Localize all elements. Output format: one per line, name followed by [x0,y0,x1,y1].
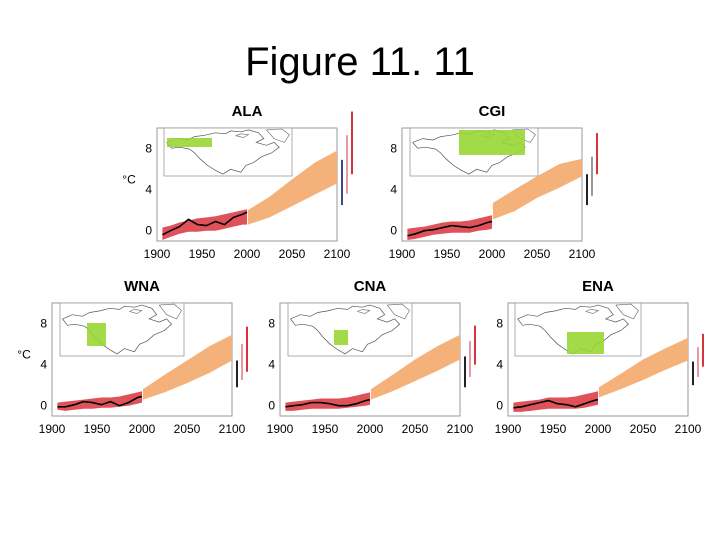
projection-band [492,158,582,220]
x-tick-label: 1950 [434,247,461,261]
projection-band [598,337,688,398]
region-box [87,323,106,346]
region-box [167,138,212,147]
observed-band [407,215,492,240]
y-tick-label: 4 [40,358,47,372]
y-tick-label: 0 [390,224,397,238]
x-tick-label: 1900 [495,422,522,436]
projection-band [142,334,232,400]
observed-line [285,398,371,408]
panel-title: ALA [232,103,263,120]
observed-line [162,211,248,236]
x-tick-label: 2050 [524,247,551,261]
x-tick-label: 2100 [324,247,351,261]
region-box [334,330,348,345]
coastline-0 [166,129,280,175]
coastline-3 [290,304,401,355]
chart-panel-ala: 0 4 8 1900 1950 2000 2050 2100 ALA °C [122,103,353,261]
y-axis-label: °C [122,172,136,186]
x-tick-label: 2000 [357,422,384,436]
y-axis-label: °C [17,347,31,361]
x-tick-label: 1950 [189,247,216,261]
island-3 [357,309,371,314]
x-tick-label: 1900 [267,422,294,436]
greenland-2 [158,303,182,320]
x-tick-label: 1950 [84,422,111,436]
x-tick-label: 1950 [540,422,567,436]
island-4 [585,309,600,314]
x-tick-label: 1900 [144,247,171,261]
y-tick-label: 8 [145,142,152,156]
x-tick-label: 2000 [585,422,612,436]
x-tick-label: 2050 [174,422,201,436]
x-tick-label: 1900 [389,247,416,261]
region-box [567,332,604,354]
y-tick-label: 0 [268,399,275,413]
greenland-4 [615,303,639,320]
x-tick-label: 2100 [447,422,474,436]
x-tick-label: 2100 [675,422,702,436]
projection-band [247,150,337,225]
greenland-3 [386,303,410,320]
x-tick-label: 1950 [312,422,339,436]
island-2 [129,309,143,314]
y-tick-label: 0 [145,224,152,238]
greenland-0 [266,128,290,143]
chart-panel-cgi: 0 4 8 1900 1950 2000 2050 2100 CGI [389,103,598,261]
y-tick-label: 4 [268,358,275,372]
observed-line [407,220,493,237]
y-tick-label: 4 [390,183,397,197]
observed-line [57,395,143,408]
panel-title: WNA [124,278,160,295]
observed-band [285,392,370,411]
inset-map-0 [163,127,293,177]
x-tick-label: 2050 [279,247,306,261]
observed-band [513,391,598,412]
y-tick-label: 4 [496,358,503,372]
inset-map-2 [59,302,185,357]
island-0 [235,133,250,138]
y-tick-label: 8 [268,317,275,331]
panel-title: ENA [582,278,614,295]
region-box [459,130,525,155]
coastline-4 [517,304,629,355]
y-tick-label: 4 [145,183,152,197]
x-tick-label: 2050 [630,422,657,436]
y-tick-label: 8 [496,317,503,331]
observed-line [513,398,599,409]
x-tick-label: 2000 [129,422,156,436]
y-tick-label: 8 [390,142,397,156]
x-tick-label: 2000 [234,247,261,261]
x-tick-label: 1900 [39,422,66,436]
panel-title: CGI [479,103,506,120]
y-tick-label: 0 [496,399,503,413]
chart-panel-ena: 0 4 8 1900 1950 2000 2050 2100 ENA [495,278,704,436]
y-tick-label: 8 [40,317,47,331]
chart-panel-wna: 0 4 8 1900 1950 2000 2050 2100 WNA °C [17,278,248,436]
x-tick-label: 2050 [402,422,429,436]
x-tick-label: 2100 [219,422,246,436]
inset-map-3 [287,302,413,357]
projection-band [370,334,460,400]
observed-band [57,391,142,411]
panel-title: CNA [354,278,387,295]
y-tick-label: 0 [40,399,47,413]
x-tick-label: 2100 [569,247,596,261]
x-tick-label: 2000 [479,247,506,261]
slide-title: Figure 11. 11 [245,40,475,84]
chart-panel-cna: 0 4 8 1900 1950 2000 2050 2100 CNA [267,278,476,436]
